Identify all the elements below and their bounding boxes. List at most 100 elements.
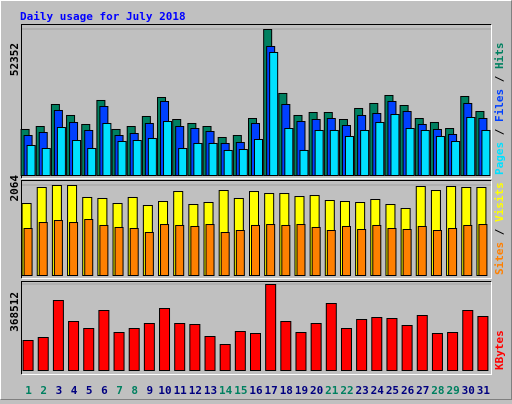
x-tick-label: 10 bbox=[158, 384, 171, 397]
bar bbox=[360, 129, 370, 176]
bar bbox=[269, 51, 279, 176]
bar bbox=[189, 324, 201, 371]
x-tick-label: 1 bbox=[25, 384, 32, 397]
legend-entry: Hits bbox=[493, 43, 506, 70]
bar bbox=[52, 300, 64, 371]
bar bbox=[205, 224, 215, 277]
x-tick-label: 17 bbox=[265, 384, 278, 397]
x-tick-label: 22 bbox=[340, 384, 353, 397]
bar bbox=[463, 224, 473, 276]
bar bbox=[310, 322, 322, 371]
bar bbox=[251, 224, 260, 276]
panel-edge-dark bbox=[21, 281, 492, 375]
bar bbox=[341, 225, 351, 276]
panel-edge-light bbox=[21, 24, 492, 179]
x-tick-label: 20 bbox=[310, 384, 323, 397]
bar bbox=[38, 222, 48, 277]
bar bbox=[435, 135, 445, 177]
bar bbox=[311, 226, 321, 276]
panel-edge-dark bbox=[21, 24, 492, 179]
bar bbox=[325, 302, 337, 372]
legend: Sites / Visits bbox=[493, 182, 506, 275]
bar bbox=[431, 332, 443, 371]
bar bbox=[299, 149, 309, 176]
x-tick-label: 14 bbox=[219, 384, 233, 397]
x-tick-label: 31 bbox=[477, 384, 491, 397]
bar bbox=[178, 148, 188, 176]
x-tick-label: 8 bbox=[131, 384, 138, 397]
bar bbox=[99, 224, 109, 276]
bar bbox=[159, 308, 171, 371]
bar bbox=[284, 128, 294, 177]
x-tick-label: 27 bbox=[416, 384, 429, 397]
bar bbox=[416, 314, 428, 372]
bar bbox=[98, 310, 110, 372]
bar bbox=[357, 228, 367, 276]
x-tick-label: 26 bbox=[401, 384, 415, 397]
bar bbox=[281, 224, 291, 276]
bar bbox=[314, 129, 324, 176]
bar bbox=[402, 228, 412, 276]
y-tick-label: 2064 bbox=[8, 175, 21, 202]
bar bbox=[83, 328, 95, 371]
bar bbox=[175, 224, 185, 276]
bar bbox=[53, 220, 63, 277]
legend: Pages / Files / Hits bbox=[493, 43, 506, 176]
y-tick-label: 52352 bbox=[8, 43, 21, 76]
bar bbox=[234, 330, 246, 372]
bar bbox=[174, 322, 186, 371]
bar bbox=[144, 232, 154, 276]
bar bbox=[250, 332, 261, 371]
legend-separator: / bbox=[493, 69, 506, 89]
chart-title: Daily usage for July 2018 bbox=[20, 10, 186, 23]
bar bbox=[371, 316, 383, 371]
x-tick-label: 29 bbox=[446, 384, 459, 397]
bar bbox=[68, 320, 80, 371]
bar bbox=[478, 224, 488, 277]
legend-entry: Visits bbox=[493, 182, 506, 222]
bar bbox=[208, 142, 218, 177]
x-tick-label: 28 bbox=[431, 384, 444, 397]
x-tick-label: 3 bbox=[56, 384, 63, 397]
bar bbox=[193, 142, 203, 177]
bar bbox=[113, 332, 125, 372]
bar bbox=[405, 128, 415, 177]
x-tick-label: 12 bbox=[189, 384, 202, 397]
bar bbox=[296, 224, 306, 277]
bar bbox=[386, 318, 398, 371]
bar bbox=[387, 227, 397, 276]
bar bbox=[163, 121, 173, 177]
bar bbox=[84, 219, 94, 276]
legend-separator: / bbox=[493, 222, 506, 242]
bar bbox=[238, 149, 248, 177]
x-tick-label: 4 bbox=[71, 384, 78, 397]
legend-entry: Files bbox=[493, 89, 506, 122]
bar bbox=[451, 141, 461, 176]
panel-edge-light bbox=[21, 281, 492, 375]
bar bbox=[329, 129, 339, 176]
bar bbox=[372, 224, 382, 276]
panel-edge-light bbox=[21, 180, 492, 279]
bar bbox=[190, 225, 200, 276]
bar bbox=[432, 230, 442, 276]
legend-separator: / bbox=[493, 122, 506, 142]
bar bbox=[147, 137, 157, 176]
bar bbox=[117, 141, 127, 176]
x-tick-label: 23 bbox=[356, 384, 369, 397]
bar bbox=[204, 336, 216, 371]
bar bbox=[340, 328, 352, 371]
legend-entry: Sites bbox=[493, 242, 506, 275]
x-tick-label: 25 bbox=[386, 384, 399, 397]
x-tick-label: 24 bbox=[371, 384, 385, 397]
x-tick-label: 19 bbox=[295, 384, 308, 397]
bar bbox=[114, 226, 124, 276]
bar bbox=[132, 140, 142, 176]
bar bbox=[477, 316, 489, 372]
bar bbox=[280, 320, 292, 371]
panel-edge-dark bbox=[21, 180, 492, 279]
bar bbox=[466, 116, 476, 177]
bar bbox=[56, 127, 66, 176]
bar bbox=[72, 140, 82, 176]
x-tick-label: 18 bbox=[280, 384, 293, 397]
